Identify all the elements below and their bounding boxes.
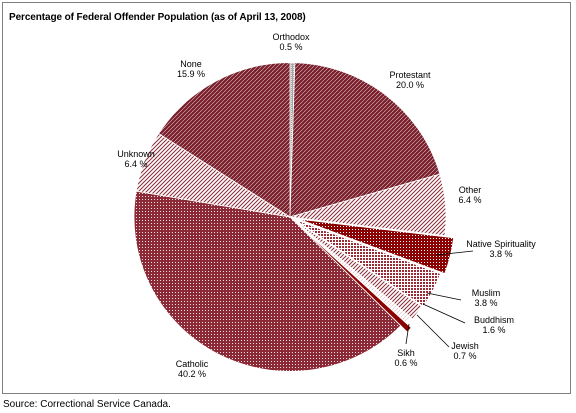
leader-line <box>416 314 450 348</box>
slice-value-label: 6.4 % <box>458 195 481 205</box>
slice-value-label: 3.8 % <box>489 249 512 259</box>
slice-value-label: 0.5 % <box>279 42 302 52</box>
slice-label: Other <box>459 185 482 195</box>
slice-label: Muslim <box>472 288 501 298</box>
leader-line <box>422 303 466 324</box>
slice-label: Unknown <box>117 149 155 159</box>
pie-slice-muslim <box>294 218 441 307</box>
slice-label: Protestant <box>389 70 431 80</box>
slice-label: Orthodox <box>272 32 310 42</box>
slice-label: Native Spirituality <box>466 239 536 249</box>
slice-value-label: 0.6 % <box>394 358 417 368</box>
slice-value-label: 3.8 % <box>474 298 497 308</box>
slice-value-label: 20.0 % <box>396 80 424 90</box>
slice-value-label: 6.4 % <box>124 159 147 169</box>
pie-slice-sikh <box>296 222 412 333</box>
pie-slice-none <box>158 62 291 218</box>
slice-value-label: 15.9 % <box>177 69 205 79</box>
pie-slices <box>133 62 455 372</box>
pie-slice-other <box>289 173 447 237</box>
source-note: Source: Correctional Service Canada. <box>3 399 171 410</box>
leader-line <box>435 250 474 256</box>
leader-line <box>405 323 410 345</box>
leader-line <box>426 292 462 301</box>
pie-slice-protestant <box>289 62 441 218</box>
pie-slice-buddhism <box>292 219 423 320</box>
slice-label: Jewish <box>451 341 479 351</box>
slice-value-label: 40.2 % <box>178 369 206 379</box>
slice-label: Sikh <box>397 348 415 358</box>
slice-label: Buddhism <box>474 315 514 325</box>
slice-label: Catholic <box>176 359 209 369</box>
pie-slice-native-spirituality <box>298 218 455 275</box>
slice-label: None <box>180 59 202 69</box>
chart-frame: Percentage of Federal Offender Populatio… <box>2 2 571 394</box>
leader-lines <box>405 250 474 348</box>
pie-slice-catholic <box>133 190 402 372</box>
slice-value-label: 1.6 % <box>482 325 505 335</box>
chart-title: Percentage of Federal Offender Populatio… <box>9 12 306 23</box>
slice-value-label: 0.7 % <box>453 351 476 361</box>
